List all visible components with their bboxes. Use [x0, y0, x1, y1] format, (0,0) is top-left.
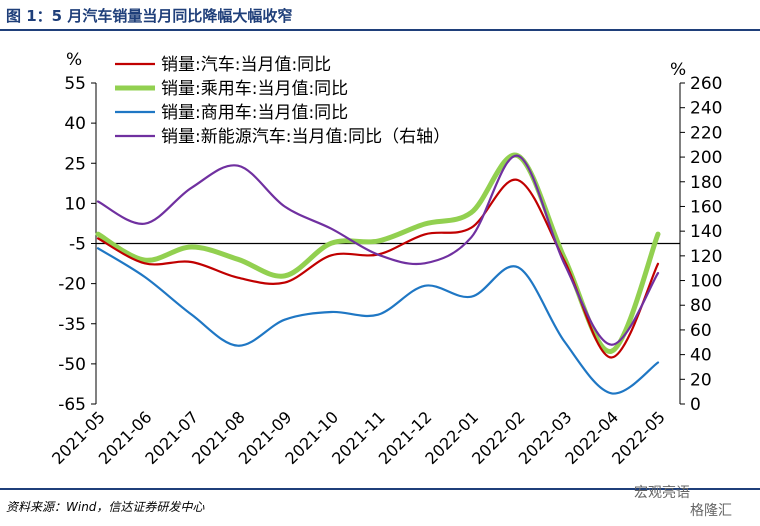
right-tick-label: 240	[690, 99, 722, 119]
left-tick-label: -65	[58, 395, 86, 415]
left-tick-label: 55	[64, 74, 86, 94]
right-tick-label: 100	[690, 272, 722, 292]
legend-label-4: 销量:新能源汽车:当月值:同比（右轴）	[161, 127, 450, 147]
right-axis-unit: %	[670, 60, 686, 80]
left-tick-label: -5	[69, 235, 86, 255]
right-tick-label: 160	[690, 197, 722, 217]
line-chart: % %55402510-5-20-35-50-652602402202001801…	[48, 50, 722, 468]
left-tick-label: 10	[64, 194, 86, 214]
source-note: 资料来源：Wind，信达证券研发中心	[6, 500, 205, 514]
series-line-1	[96, 178, 660, 359]
left-tick-label: -50	[58, 355, 86, 375]
left-tick-label: -35	[58, 315, 86, 335]
watermark-left: 宏观亮语	[634, 485, 690, 501]
right-tick-label: 200	[690, 148, 722, 168]
series-line-3	[96, 247, 660, 395]
series-line-4	[96, 154, 660, 346]
right-tick-label: 260	[690, 74, 722, 94]
figure-title: 图 1：5 月汽车销量当月同比降幅大幅收窄	[6, 7, 293, 25]
right-tick-label: 40	[690, 346, 712, 366]
right-tick-label: 80	[690, 296, 712, 316]
series-line-2	[95, 152, 661, 354]
legend-label-1: 销量:汽车:当月值:同比	[161, 55, 331, 75]
right-tick-label: 180	[690, 173, 722, 193]
chart-axes: % %55402510-5-20-35-50-652602402202001801…	[48, 50, 722, 468]
chart-legend: 销量:汽车:当月值:同比销量:乘用车:当月值:同比销量:商用车:当月值:同比销量…	[115, 55, 450, 147]
right-tick-label: 120	[690, 247, 722, 267]
legend-label-2: 销量:乘用车:当月值:同比	[161, 79, 348, 99]
left-tick-label: -20	[58, 275, 86, 295]
title-rule	[0, 29, 760, 31]
footer-rule	[0, 488, 760, 490]
left-axis-unit: %	[66, 50, 82, 70]
right-tick-label: 220	[690, 123, 722, 143]
legend-label-3: 销量:商用车:当月值:同比	[161, 103, 348, 123]
right-tick-label: 60	[690, 321, 712, 341]
right-tick-label: 0	[690, 395, 701, 415]
right-tick-label: 20	[690, 370, 712, 390]
right-tick-label: 140	[690, 222, 722, 242]
chart-series	[95, 152, 661, 395]
watermark-right: 格隆汇	[690, 503, 732, 519]
left-tick-label: 40	[64, 114, 86, 134]
left-tick-label: 25	[64, 154, 86, 174]
